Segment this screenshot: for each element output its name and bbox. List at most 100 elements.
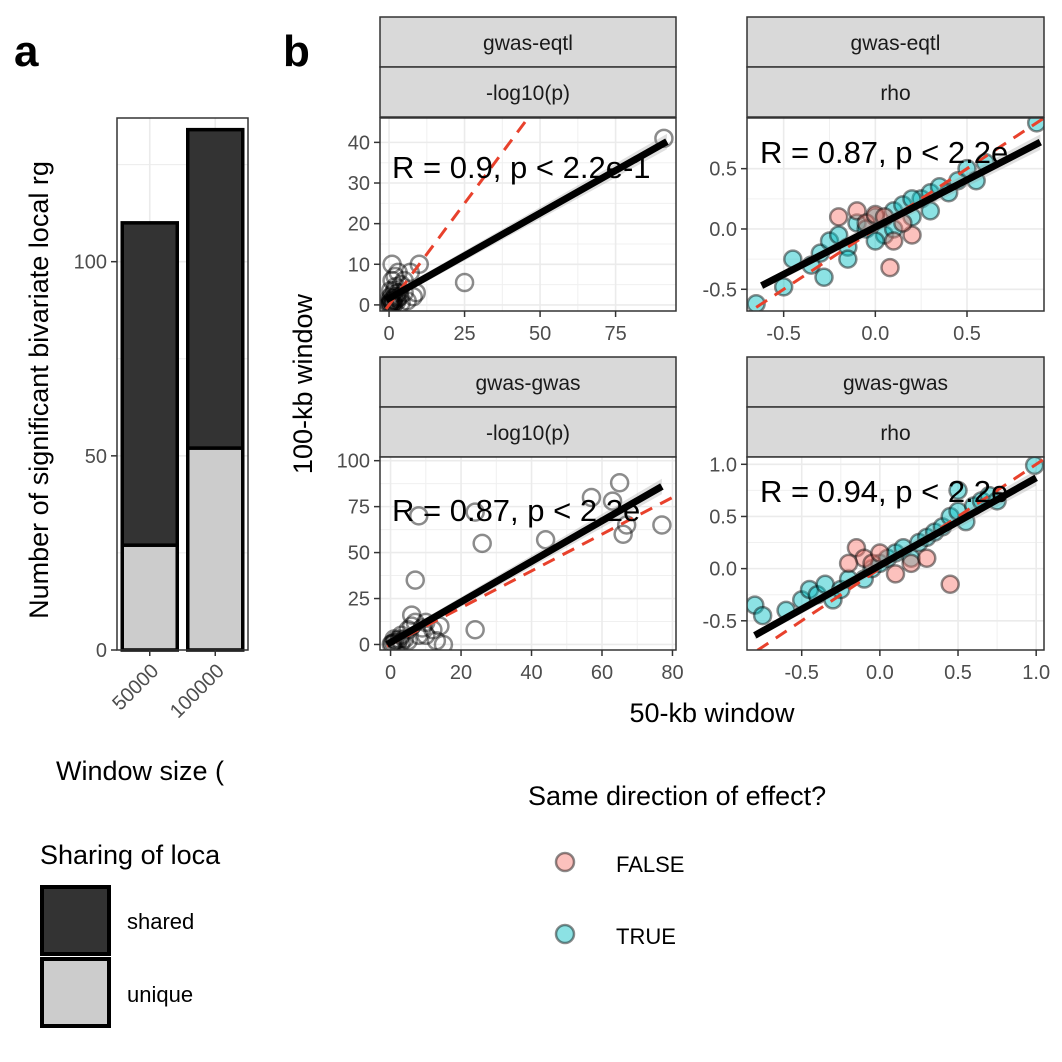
data-point — [388, 282, 408, 303]
legend-label-true: TRUE — [616, 924, 676, 949]
facet-plot-area: R = 0.87, p < 2.2e — [380, 457, 676, 650]
y-tick-label: 0 — [359, 295, 370, 317]
regression-line — [384, 138, 669, 304]
x-tick-label: 0.0 — [866, 662, 894, 684]
panel-label-a: a — [14, 27, 39, 76]
y-tick-label: 25 — [348, 589, 370, 611]
legend-key-shared — [40, 885, 111, 956]
fill-legend-title: Sharing of loca — [40, 840, 221, 870]
data-point — [616, 515, 637, 535]
x-tick-label: 25 — [453, 323, 475, 345]
x-tick-label: 0.5 — [953, 323, 981, 345]
facet-panel-border — [379, 456, 677, 651]
facet-gwas-eqtl-log10p: gwas-eqtl -log10(p) R = 0.9, p < 2.2e-1 0 25… — [348, 16, 677, 345]
scatter-y-axis-title: 100-kb window — [288, 293, 318, 474]
regression-line — [385, 483, 664, 648]
facet-gwas-gwas-rho: gwas-gwas rho R = 0.94, p < 2.2e -0.5 0.0 0.5… — [703, 356, 1050, 684]
data-point — [799, 579, 820, 600]
data-point — [652, 515, 672, 535]
correlation-label: R = 0.87, p < 2.2e — [760, 135, 1008, 170]
x-tick-label: 0.0 — [861, 323, 889, 345]
data-point — [883, 231, 904, 251]
data-point — [747, 595, 765, 615]
data-point — [465, 620, 485, 640]
data-point — [380, 290, 401, 310]
x-tick-label: 50 — [529, 323, 551, 345]
y-tick-label: 75 — [348, 497, 370, 519]
data-point — [397, 291, 417, 311]
regression-line — [753, 474, 1038, 639]
data-point — [609, 472, 630, 493]
data-point — [535, 529, 556, 550]
data-point — [902, 225, 922, 245]
facet-strip-bottom-label: rho — [880, 422, 910, 445]
legend-key-false — [554, 851, 576, 873]
bar-y-tick-label: 0 — [96, 640, 107, 662]
facet-strip-bottom — [746, 406, 1045, 458]
regression-line — [760, 139, 1042, 289]
bar-y-axis-title: Number of significant bivariate local rg — [24, 161, 54, 619]
facet-strip-bottom — [379, 66, 677, 118]
facet-plot-area: R = 0.9, p < 2.2e-1 — [380, 118, 676, 311]
facet-strip-top-label: gwas-gwas — [475, 372, 580, 395]
bar-x-tick-label: 100000 — [166, 660, 229, 723]
x-tick-label: 0 — [385, 662, 396, 684]
data-point — [940, 574, 960, 595]
data-point — [454, 272, 475, 293]
y-tick-label: 0.0 — [709, 219, 737, 241]
data-point — [917, 548, 937, 568]
legend-label-unique: unique — [127, 982, 193, 1007]
data-point — [401, 605, 422, 625]
data-point — [814, 267, 834, 287]
legend-key-true — [554, 923, 576, 945]
data-point — [602, 491, 623, 511]
x-tick-label: -0.5 — [784, 662, 818, 684]
facet-plot-area: R = 0.94, p < 2.2e — [747, 457, 1044, 650]
bar-unique-100000 — [186, 446, 245, 652]
x-tick-label: 0 — [383, 323, 394, 345]
data-point — [405, 570, 425, 590]
y-tick-label: 40 — [348, 132, 370, 154]
data-point — [383, 289, 404, 309]
bar-y-tick-label: 100 — [74, 252, 107, 274]
data-point — [382, 270, 402, 291]
y-tick-label: 0 — [359, 634, 370, 656]
data-point — [388, 262, 408, 283]
x-tick-label: -0.5 — [766, 323, 800, 345]
scatter-x-axis-title: 50-kb window — [629, 698, 795, 728]
data-point — [828, 207, 849, 227]
y-tick-label: -0.5 — [703, 279, 737, 301]
legend-key-unique — [40, 957, 111, 1028]
fill-legend: Sharing of loca shared unique — [40, 840, 221, 1028]
data-point — [382, 254, 402, 275]
data-point — [885, 564, 906, 584]
bar-x-axis-title: Window size ( — [56, 756, 224, 786]
facet-strip-top — [746, 356, 1045, 408]
correlation-label: R = 0.87, p < 2.2e — [392, 493, 640, 528]
bar-shared-100000 — [186, 127, 245, 450]
facet-panel-border — [379, 117, 677, 312]
y-tick-label: 100 — [337, 451, 370, 473]
correlation-label: R = 0.94, p < 2.2e — [760, 474, 1008, 509]
facet-gwas-eqtl-rho: gwas-eqtl rho R = 0.87, p < 2.2e -0.5 0.0 0.5… — [703, 16, 1045, 345]
y-tick-label: 1.0 — [709, 454, 737, 476]
facet-strip-top — [746, 16, 1045, 68]
facet-strip-bottom — [746, 66, 1045, 118]
stacked-bar-chart: 50000 100000 0 50 100 — [74, 117, 249, 723]
y-tick-label: 50 — [348, 543, 370, 565]
data-point — [409, 506, 429, 526]
data-point — [865, 231, 886, 251]
correlation-label: R = 0.9, p < 2.2e-1 — [392, 150, 651, 185]
data-point — [416, 625, 436, 646]
data-point — [948, 480, 968, 501]
facet-strip-bottom — [379, 406, 677, 458]
data-point — [838, 249, 858, 269]
x-tick-label: 40 — [520, 662, 542, 684]
y-tick-label: 0.5 — [709, 506, 737, 528]
data-point — [433, 634, 454, 650]
data-point — [752, 605, 773, 626]
x-tick-label: 20 — [450, 662, 472, 684]
facet-strip-top-label: gwas-eqtl — [851, 32, 941, 55]
bar-x-tick-label: 50000 — [108, 660, 163, 715]
